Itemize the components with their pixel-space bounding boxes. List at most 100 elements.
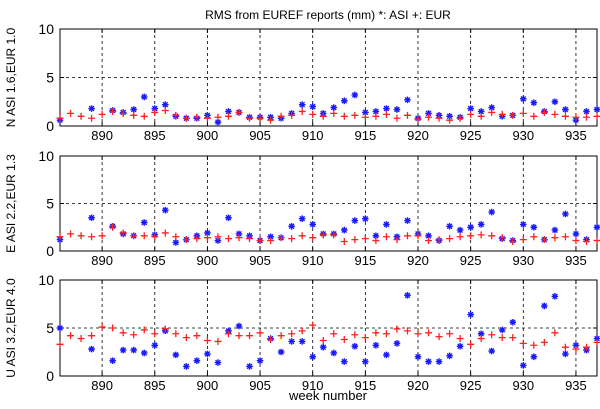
y-axis: 0 5 10	[38, 21, 597, 134]
eur-point	[351, 236, 359, 244]
eur-point	[298, 232, 306, 240]
eur-point	[151, 233, 159, 241]
eur-point	[403, 327, 411, 335]
eur-point	[98, 110, 106, 118]
eur-point	[267, 116, 275, 124]
eur-point	[488, 232, 496, 240]
asi-point	[383, 221, 390, 228]
x-tick-label: 915	[355, 128, 377, 143]
eur-point	[340, 336, 348, 344]
asi-point	[477, 221, 485, 228]
eur-point	[224, 235, 232, 243]
eur-point	[425, 113, 433, 121]
asi-point	[583, 108, 590, 115]
asi-point	[172, 351, 180, 359]
eur-point	[393, 114, 401, 122]
eur-point	[98, 323, 106, 331]
eur-point	[361, 113, 369, 121]
asi-point	[119, 346, 127, 354]
asi-point	[572, 341, 580, 349]
eur-point	[446, 235, 454, 243]
x-tick-label: 925	[460, 128, 482, 143]
eur-point	[435, 236, 443, 244]
grid	[60, 29, 597, 126]
eur-point	[393, 236, 401, 244]
asi-point	[467, 223, 474, 231]
eur-point	[298, 107, 306, 115]
eur-point	[540, 236, 548, 244]
eur-point	[425, 237, 433, 245]
x-tick-label: 910	[302, 253, 324, 268]
x-tick-label: 925	[460, 378, 482, 393]
eur-point	[267, 336, 275, 344]
eur-point	[130, 111, 138, 119]
asi-point	[393, 340, 401, 347]
eur-point	[67, 230, 75, 238]
asi-point	[383, 351, 390, 359]
asi-point	[383, 105, 390, 112]
eur-point	[88, 114, 96, 122]
x-tick-label: 915	[355, 253, 377, 268]
asi-point	[288, 338, 295, 345]
asi-point	[362, 215, 369, 222]
y-tick-label: 0	[46, 243, 54, 259]
eur-point	[572, 345, 580, 353]
asi-point	[351, 217, 359, 224]
eur-point	[467, 110, 475, 118]
asi-point	[446, 113, 453, 120]
eur-point	[193, 113, 201, 121]
asi-point	[340, 358, 348, 365]
eur-point	[172, 330, 180, 338]
eur-point	[119, 229, 127, 237]
eur-point	[88, 332, 96, 340]
eur-point	[161, 106, 169, 114]
x-tick-label: 890	[91, 253, 113, 268]
asi-point	[519, 95, 527, 103]
x-tick-label: 935	[565, 378, 587, 393]
eur-point	[130, 232, 138, 240]
asi-point	[214, 118, 222, 126]
y-tick-label: 0	[46, 368, 54, 384]
asi-point	[467, 105, 474, 112]
eur-point	[330, 109, 338, 117]
eur-point	[319, 112, 327, 120]
x-tick-label: 920	[407, 378, 429, 393]
asi-point	[109, 357, 116, 364]
eur-point	[56, 340, 64, 348]
eur-point	[403, 111, 411, 119]
asi-point	[362, 358, 369, 365]
eur-point	[467, 232, 475, 240]
asi-point	[246, 363, 253, 370]
eur-point	[593, 112, 600, 120]
eur-point	[530, 233, 538, 241]
x-tick-label: 930	[512, 128, 534, 143]
y-tick-label: 10	[38, 272, 54, 288]
eur-point	[330, 330, 338, 338]
asi-point	[530, 99, 538, 107]
eur-point	[109, 223, 117, 231]
eur-point	[593, 237, 600, 245]
asi-point	[298, 215, 306, 222]
asi-point	[488, 104, 496, 111]
y-axis-label: N ASI 1.6,EUR 1.0	[4, 27, 18, 127]
eur-point	[256, 114, 264, 122]
eur-point	[130, 331, 138, 339]
eur-point	[382, 110, 390, 118]
panel-north: 890 895 900 905 910 915 920 925 930 935 0 5 10 N AS…	[4, 21, 600, 143]
eur-point	[214, 233, 222, 241]
eur-point	[140, 326, 148, 334]
eur-point	[540, 108, 548, 116]
eur-point	[319, 231, 327, 239]
asi-point	[235, 230, 243, 238]
eur-point	[593, 338, 600, 346]
asi-point	[414, 353, 422, 361]
asi-point	[204, 229, 211, 237]
eur-point	[530, 112, 538, 120]
asi-point	[130, 106, 138, 113]
asi-point	[172, 239, 180, 246]
y-tick-label: 10	[38, 148, 54, 164]
eur-point	[582, 343, 590, 351]
eur-point	[140, 232, 148, 240]
asi-point	[541, 302, 548, 310]
